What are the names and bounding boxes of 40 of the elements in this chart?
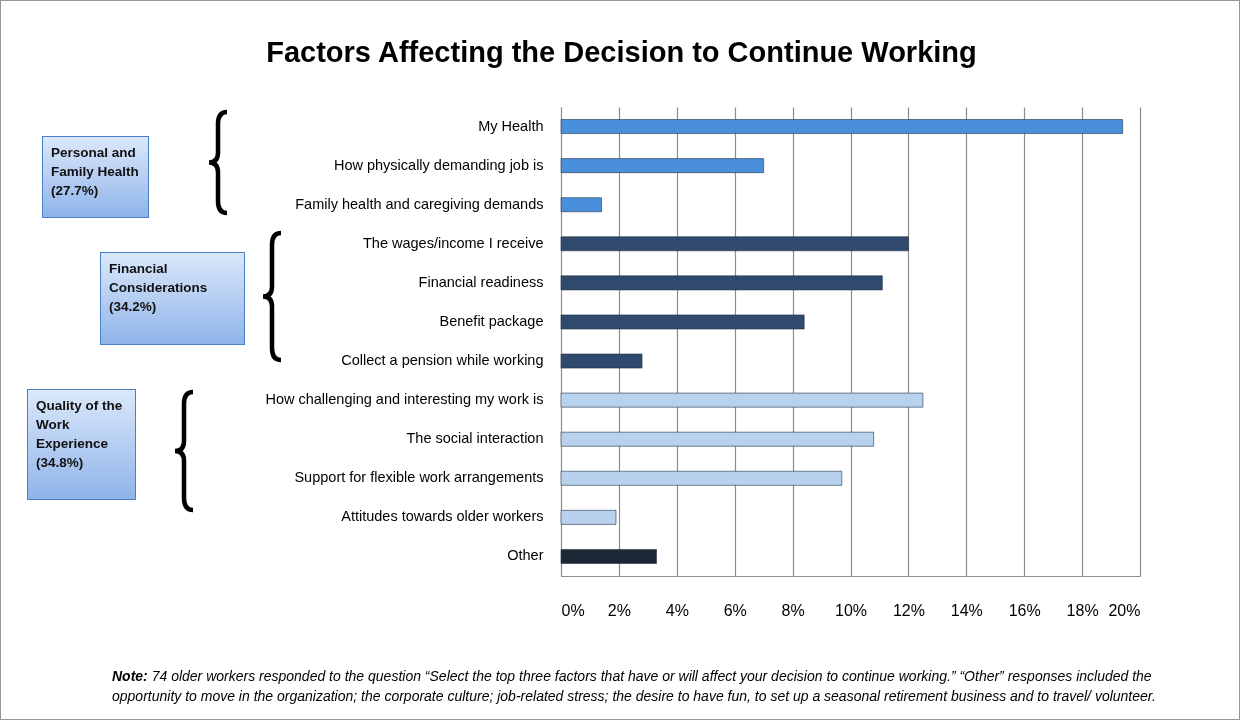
text: Note: 74 older workers responded to the question “Select the top three factors that have or will affect your decision to continue working.” “Other” responses included the opportunity to move in the organization; the corporate culture; job-related stress; the desire to have fun, to set up a seasonal retirement business and to travel/ volunteer. [112, 667, 1157, 706]
x-tick-label: 8% [781, 601, 805, 619]
text: Quality of the Work Experience (34.8%) [27, 389, 136, 500]
bar [560, 353, 643, 369]
x-tick-label: 16% [1008, 601, 1041, 619]
bar [560, 158, 764, 173]
x-tick-label: 4% [665, 601, 689, 619]
text: Financial Considerations (34.2%) [100, 252, 245, 345]
y-tick-label: My Health [478, 117, 544, 134]
x-tick-label: 10% [834, 601, 868, 619]
bar [560, 470, 843, 486]
y-tick-label: How physically demanding job is [333, 156, 544, 173]
x-tick-label: 18% [1066, 601, 1099, 619]
bar [560, 119, 1123, 134]
bar [560, 510, 617, 525]
x-tick-label: 0% [561, 601, 585, 619]
bar [560, 275, 883, 291]
x-tick-label: 20% [1108, 601, 1141, 619]
y-tick-label: Support for flexible work arrangements [294, 469, 544, 486]
y-tick-label: Financial readiness [418, 273, 544, 290]
y-tick-label: Benefit package [439, 312, 544, 329]
x-tick-label: 2% [607, 601, 631, 619]
y-tick-label: The social interaction [406, 430, 544, 447]
bar [560, 197, 602, 213]
x-tick-label: 6% [723, 601, 747, 619]
x-tick-label: 12% [892, 601, 925, 619]
x-tick-label: 14% [950, 601, 983, 619]
bar [560, 314, 805, 330]
y-tick-label: Other [507, 547, 544, 564]
y-tick-label: Attitudes towards older workers [341, 508, 544, 525]
chart-title: Factors Affecting the Decision to Continue Working [265, 36, 978, 69]
bar [560, 431, 874, 447]
bar [560, 549, 657, 564]
y-tick-label: Family health and caregiving demands [295, 195, 544, 212]
text: Personal and Family Health (27.7%) [42, 136, 149, 218]
bar [560, 236, 909, 252]
y-tick-label: Collect a pension while working [341, 352, 544, 369]
bar [560, 392, 924, 408]
y-tick-label: The wages/income I receive [362, 234, 544, 251]
y-tick-label: How challenging and interesting my work is [265, 391, 544, 408]
